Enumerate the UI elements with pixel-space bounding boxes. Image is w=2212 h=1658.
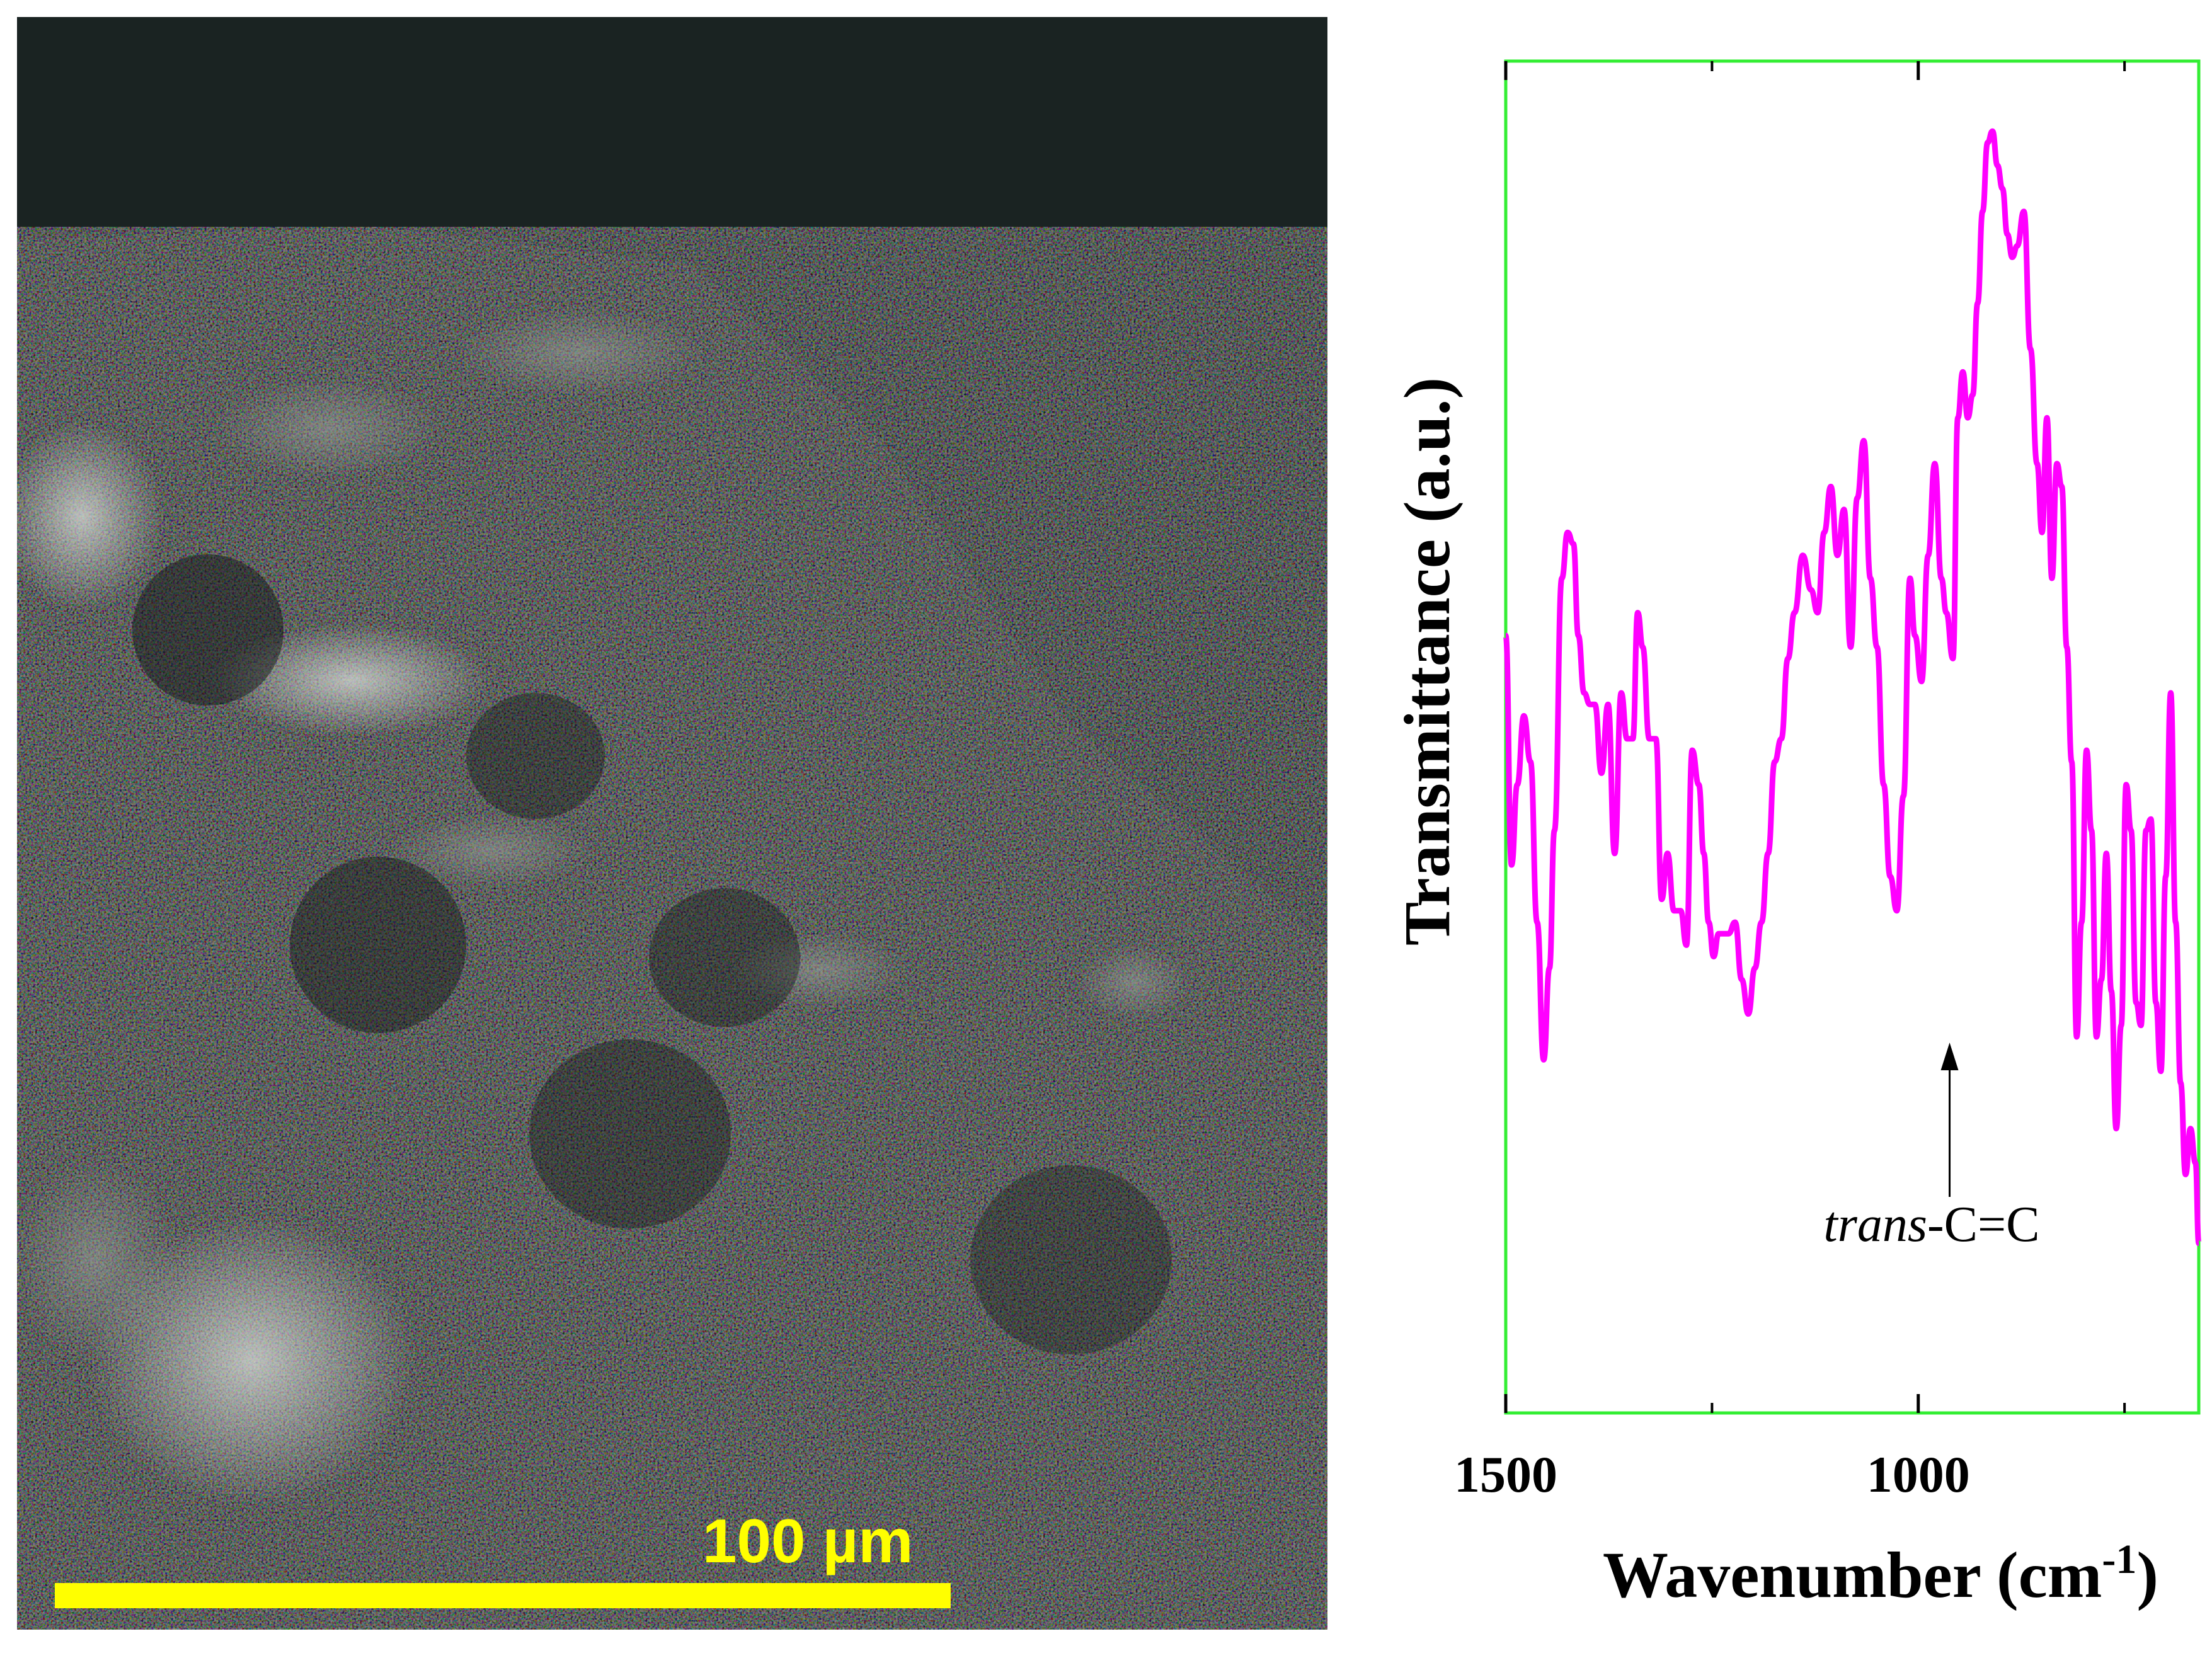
annotation-label: trans-C=C	[1824, 1197, 2040, 1252]
scale-bar	[55, 1583, 951, 1608]
scale-bar-label: 100 µm	[702, 1506, 913, 1575]
series-group	[1503, 128, 2202, 1247]
annotation-label-italic: trans	[1824, 1197, 1928, 1252]
annotation-label-rest: -C=C	[1927, 1197, 2039, 1252]
x-tick-label: 1000	[1867, 1446, 1970, 1503]
spectrum-line	[1503, 128, 2202, 1247]
x-axis-label-superscript: -1	[2102, 1536, 2136, 1582]
annotation-group: trans-C=C	[1824, 1043, 2040, 1252]
y-axis-label: Transmittance (a.u.)	[1391, 377, 1464, 946]
x-axis-label: Wavenumber (cm-1)	[1603, 1536, 2158, 1611]
axis-ticks: 1500 1000	[1454, 61, 2126, 1503]
x-axis-label-main: Wavenumber (cm	[1603, 1539, 2102, 1611]
x-axis-label-end: )	[2136, 1539, 2158, 1611]
x-tick-label: 1500	[1454, 1446, 1557, 1503]
annotation-arrow-head	[1940, 1043, 1959, 1070]
